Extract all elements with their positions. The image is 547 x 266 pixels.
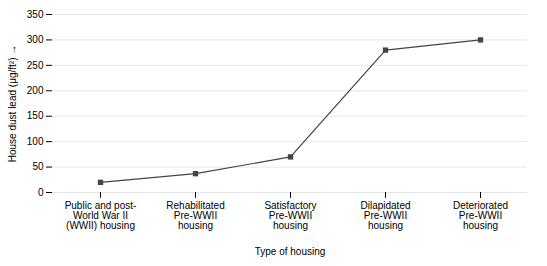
- svg-text:200: 200: [27, 85, 44, 96]
- svg-text:SatisfactoryPre-WWIIhousing: SatisfactoryPre-WWIIhousing: [264, 200, 316, 231]
- svg-text:Public and post-World War II(W: Public and post-World War II(WWII) housi…: [65, 200, 137, 231]
- svg-text:0: 0: [38, 187, 44, 198]
- svg-text:RehabilitatedPre-WWIIhousing: RehabilitatedPre-WWIIhousing: [166, 200, 224, 231]
- svg-text:Type of housing: Type of housing: [255, 246, 326, 257]
- svg-text:50: 50: [32, 161, 44, 172]
- svg-text:300: 300: [27, 34, 44, 45]
- svg-text:DilapidatedPre-WWIIhousing: DilapidatedPre-WWIIhousing: [360, 200, 410, 231]
- svg-text:250: 250: [27, 60, 44, 71]
- svg-text:100: 100: [27, 136, 44, 147]
- svg-text:350: 350: [27, 9, 44, 20]
- svg-text:House dust lead (μg/ft²) →: House dust lead (μg/ft²) →: [7, 45, 18, 162]
- svg-text:DeterioratedPre-WWIIhousing: DeterioratedPre-WWIIhousing: [453, 200, 508, 231]
- svg-text:150: 150: [27, 110, 44, 121]
